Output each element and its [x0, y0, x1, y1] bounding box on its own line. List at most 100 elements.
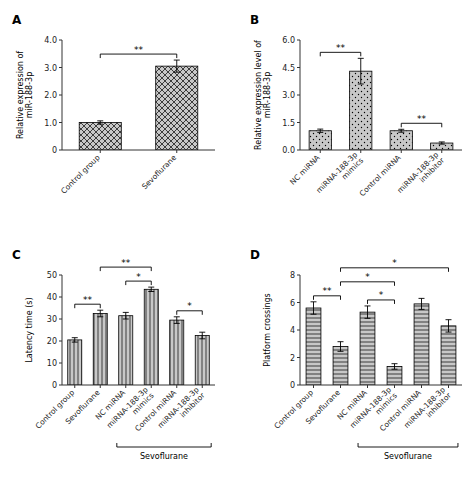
bar-hatch: [170, 320, 184, 385]
x-tick: [125, 385, 126, 388]
x-axis-line: [62, 385, 215, 386]
x-tick: [176, 385, 177, 388]
y-tick-label: 4: [290, 326, 295, 335]
error-bar: [123, 312, 129, 319]
significance-label: **: [336, 43, 346, 53]
bar-hatch: [306, 308, 321, 385]
significance-bracket: [314, 296, 341, 300]
y-tick-label: 4.0: [44, 36, 57, 45]
error-bars: [72, 287, 206, 342]
error-bar: [311, 302, 317, 314]
x-tick-label-line: Control group: [59, 153, 102, 196]
y-tick-label: 10: [47, 359, 57, 368]
y-tick-label: 30: [47, 315, 57, 324]
y-tick: [297, 385, 300, 386]
x-tick-label-line: inhibitor: [178, 390, 207, 419]
bar-hatch: [156, 66, 198, 150]
y-axis-line: [62, 275, 63, 385]
y-tick: [59, 363, 62, 364]
panel-label: B: [250, 13, 259, 27]
x-tick: [394, 385, 395, 388]
x-tick: [100, 385, 101, 388]
y-axis-label: Relative expression ofmiR-188-3p: [16, 51, 34, 139]
y-tick-label: 6: [290, 299, 295, 308]
y-tick: [297, 330, 300, 331]
y-tick: [297, 40, 300, 41]
error-bar: [446, 320, 452, 332]
x-tick: [74, 385, 75, 388]
x-tick-label: miRNA-188-3pinhibitor: [156, 384, 207, 435]
panel: A01.02.03.04.0Relative expression ofmiR-…: [12, 13, 215, 196]
y-tick: [59, 95, 62, 96]
significance-label: **: [134, 45, 144, 55]
x-tick-label: Control miRNA: [358, 152, 404, 198]
x-tick: [360, 150, 361, 153]
x-tick-label: Control group: [59, 153, 102, 196]
x-tick: [401, 150, 402, 153]
bar-hatch: [195, 336, 209, 386]
x-tick: [313, 385, 314, 388]
y-tick-label: 3.0: [282, 91, 295, 100]
y-tick: [297, 150, 300, 151]
bar-hatch: [144, 289, 158, 385]
bar-hatch: [119, 316, 133, 385]
panel: D02468Platform crossingsControl groupSev…: [250, 248, 462, 461]
x-tick: [448, 385, 449, 388]
x-tick: [100, 150, 101, 153]
y-axis-label-line: miR-188-3p: [263, 72, 272, 118]
y-axis-label-line: Latency time (s): [25, 297, 34, 362]
y-tick-label: 1.5: [282, 119, 295, 128]
significance-bracket: [177, 311, 203, 315]
group-bracket: [358, 443, 458, 447]
bar: [306, 308, 321, 385]
y-tick: [297, 67, 300, 68]
significance-bracket: [401, 123, 442, 127]
x-tick-label-line: Sevoflurane: [140, 153, 178, 191]
bars: [309, 71, 453, 150]
y-axis-label: Relative expression level ofmiR-188-3p: [254, 40, 272, 150]
error-bar: [97, 121, 103, 124]
significance-label: **: [323, 286, 333, 296]
y-tick: [59, 385, 62, 386]
error-bar: [419, 298, 425, 309]
significance-bracket: [100, 267, 151, 271]
significance-label: **: [121, 258, 131, 268]
y-axis-label-line: Relative expression level of: [254, 40, 263, 150]
y-axis-label: Platform crossings: [263, 293, 272, 367]
bar-hatch: [441, 326, 456, 385]
y-tick: [297, 275, 300, 276]
x-tick-label: miRNA-188-3pinhibitor: [395, 149, 446, 200]
error-bar: [365, 306, 371, 318]
significance-bracket: [341, 268, 449, 272]
y-tick-label: 0: [52, 381, 57, 390]
y-tick: [59, 341, 62, 342]
y-tick: [59, 297, 62, 298]
y-tick-label: 1.0: [44, 119, 57, 128]
group-bracket: [117, 443, 211, 447]
error-bars: [317, 58, 445, 144]
error-bar: [174, 60, 180, 72]
x-tick-label-line: Control miRNA: [358, 152, 404, 198]
significance-bracket: [100, 54, 177, 58]
significance-label: **: [83, 295, 93, 305]
x-tick: [176, 150, 177, 153]
bars: [79, 66, 198, 150]
bar-hatch: [390, 131, 412, 150]
group-label: Sevoflurane: [384, 452, 432, 461]
y-tick: [297, 357, 300, 358]
error-bar: [338, 342, 344, 352]
y-tick: [59, 275, 62, 276]
y-tick: [59, 67, 62, 68]
bar: [390, 131, 412, 150]
error-bar: [398, 129, 404, 132]
error-bars: [311, 298, 452, 369]
x-tick-label: Sevoflurane: [304, 388, 342, 426]
x-tick: [441, 150, 442, 153]
bar: [309, 131, 331, 150]
y-tick-label: 6.0: [282, 36, 295, 45]
figure: A01.02.03.04.0Relative expression ofmiR-…: [0, 0, 474, 499]
x-tick-label-line: inhibitor: [424, 390, 453, 419]
bars: [306, 304, 456, 385]
error-bar: [317, 129, 323, 132]
x-tick-label: miRNA-188-3pmimics: [348, 385, 399, 436]
